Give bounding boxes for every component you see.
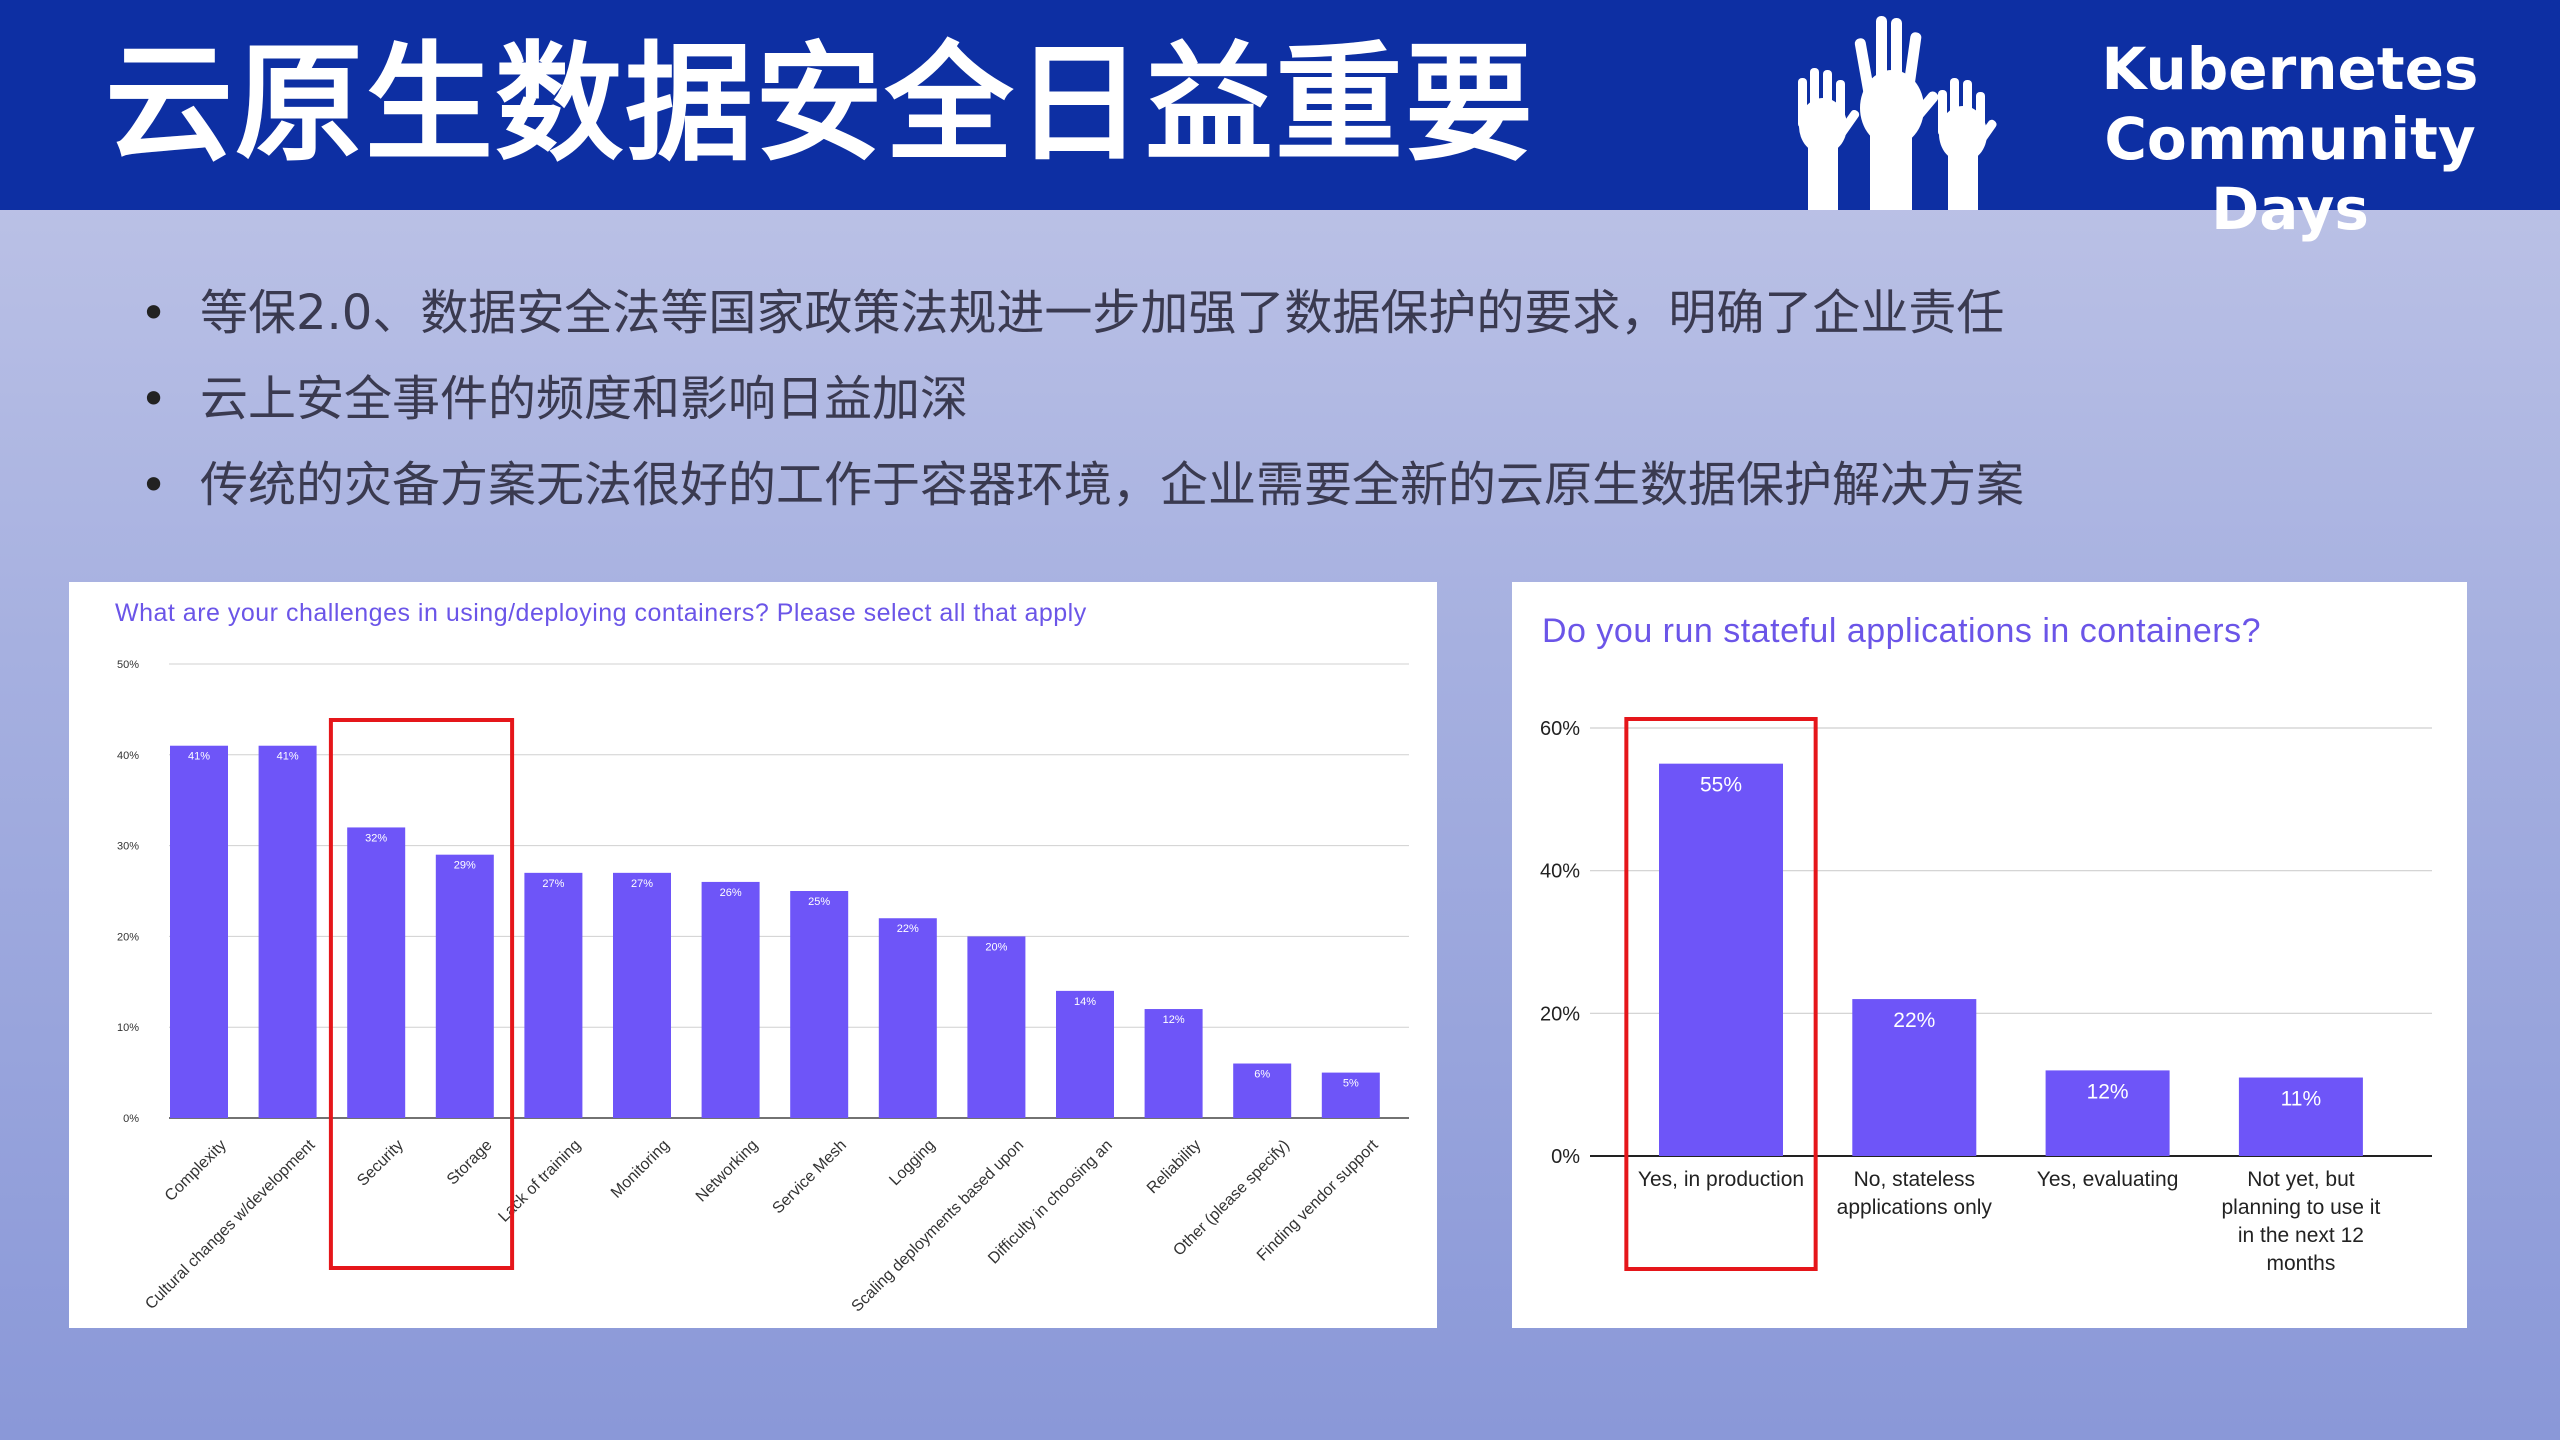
bullet-dot: • bbox=[140, 286, 168, 340]
bar-value-label: 26% bbox=[720, 887, 742, 899]
kcd-logo: Kubernetes Community Days bbox=[1770, 8, 2550, 243]
bar-value-label: 41% bbox=[188, 751, 210, 763]
x-tick-label-line: months bbox=[2266, 1252, 2335, 1275]
stateful-bar-chart: Do you run stateful applications in cont… bbox=[1540, 612, 2432, 1275]
header-bar: 云原生数据安全日益重要 bbox=[0, 0, 2560, 243]
x-tick-label: Yes, in production bbox=[1638, 1168, 1804, 1191]
x-tick-label: Logging bbox=[886, 1137, 938, 1189]
logo-line-1: Kubernetes bbox=[2101, 35, 2479, 103]
bar bbox=[1233, 1063, 1292, 1118]
bar bbox=[2045, 1070, 2170, 1156]
x-tick-label: Lack of training bbox=[495, 1137, 584, 1226]
x-tick-label-line: Yes, evaluating bbox=[2037, 1168, 2179, 1191]
bullet-text: 云上安全事件的频度和影响日益加深 bbox=[200, 371, 969, 427]
bullet-item: • 等保2.0、数据安全法等国家政策法规进一步加强了数据保护的要求，明确了企业责… bbox=[140, 275, 2440, 361]
x-tick-label-line: Not yet, but bbox=[2247, 1168, 2355, 1191]
x-tick-label-line: in the next 12 bbox=[2238, 1224, 2364, 1247]
bar-value-label: 22% bbox=[897, 923, 919, 935]
x-tick-label: Complexity bbox=[162, 1137, 230, 1205]
x-tick-label-line: planning to use it bbox=[2222, 1196, 2381, 1219]
x-tick-label: Scaling deployments based upon bbox=[849, 1137, 1028, 1316]
x-tick-label: Networking bbox=[693, 1137, 762, 1206]
bullet-text: 等保2.0、数据安全法等国家政策法规进一步加强了数据保护的要求，明确了企业责任 bbox=[200, 285, 2005, 341]
x-tick-label: No, stateless applications only bbox=[1837, 1168, 1993, 1219]
x-tick-label: Storage bbox=[444, 1137, 496, 1189]
bullet-dot: • bbox=[140, 372, 168, 426]
bar bbox=[1659, 763, 1783, 1156]
y-tick-label: 0% bbox=[123, 1113, 139, 1125]
bar-value-label: 29% bbox=[454, 860, 476, 872]
bar bbox=[1144, 1009, 1203, 1118]
stateful-chart-panel: Do you run stateful applications in cont… bbox=[1512, 582, 2467, 1328]
x-tick-label-line: No, stateless bbox=[1854, 1168, 1975, 1191]
bullet-text: 传统的灾备方案无法很好的工作于容器环境，企业需要全新的云原生数据保护解决方案 bbox=[200, 457, 2025, 513]
x-tick-label: Service Mesh bbox=[769, 1137, 850, 1218]
y-tick-label: 20% bbox=[117, 931, 139, 943]
slide-title: 云原生数据安全日益重要 bbox=[105, 30, 1536, 179]
logo-text: Kubernetes Community Days bbox=[2030, 34, 2550, 244]
x-tick-label-line: Yes, in production bbox=[1638, 1168, 1804, 1191]
bullet-item: • 云上安全事件的频度和影响日益加深 bbox=[140, 361, 2440, 447]
challenges-bar-chart: What are your challenges in using/deploy… bbox=[115, 599, 1409, 1316]
bar bbox=[524, 872, 583, 1118]
x-tick-label: Monitoring bbox=[608, 1137, 673, 1202]
bar-value-label: 12% bbox=[1163, 1014, 1185, 1026]
y-tick-label: 40% bbox=[1540, 861, 1580, 883]
bar-value-label: 27% bbox=[542, 878, 564, 890]
bullet-item: • 传统的灾备方案无法很好的工作于容器环境，企业需要全新的云原生数据保护解决方案 bbox=[140, 447, 2440, 533]
bar bbox=[878, 918, 937, 1118]
chart-title: Do you run stateful applications in cont… bbox=[1542, 612, 2261, 650]
bar-value-label: 14% bbox=[1074, 996, 1096, 1008]
bullet-list: • 等保2.0、数据安全法等国家政策法规进一步加强了数据保护的要求，明确了企业责… bbox=[140, 275, 2440, 533]
y-tick-label: 10% bbox=[117, 1022, 139, 1034]
bar bbox=[170, 745, 228, 1118]
bar-value-label: 22% bbox=[1893, 1009, 1935, 1032]
raised-hands-icon bbox=[1798, 16, 1997, 210]
y-tick-label: 30% bbox=[117, 841, 139, 853]
x-tick-label: Security bbox=[354, 1137, 407, 1190]
bullet-dot: • bbox=[140, 458, 168, 512]
bar-value-label: 6% bbox=[1254, 1069, 1270, 1081]
bar bbox=[1321, 1072, 1380, 1118]
bar bbox=[2238, 1077, 2363, 1156]
bar bbox=[967, 936, 1026, 1118]
bar-value-label: 25% bbox=[808, 896, 830, 908]
y-tick-label: 40% bbox=[117, 750, 139, 762]
y-tick-label: 60% bbox=[1540, 718, 1580, 740]
bar-value-label: 11% bbox=[2281, 1088, 2321, 1111]
bar-value-label: 27% bbox=[631, 878, 653, 890]
bar bbox=[790, 891, 849, 1118]
y-tick-label: 50% bbox=[117, 659, 139, 671]
bar-value-label: 55% bbox=[1700, 774, 1742, 797]
bar-value-label: 12% bbox=[2087, 1080, 2129, 1103]
bar-value-label: 41% bbox=[277, 751, 299, 763]
bar bbox=[1056, 990, 1114, 1118]
x-tick-label: Reliability bbox=[1144, 1137, 1204, 1197]
bar bbox=[435, 854, 494, 1118]
x-tick-label: Cultural changes w/development bbox=[142, 1136, 319, 1313]
bar bbox=[347, 827, 406, 1118]
highlight-box bbox=[1624, 717, 1818, 1271]
bar-value-label: 20% bbox=[985, 941, 1007, 953]
x-tick-label-line: applications only bbox=[1837, 1196, 1993, 1219]
x-tick-label: Yes, evaluating bbox=[2037, 1168, 2179, 1191]
bar bbox=[258, 745, 317, 1118]
bar bbox=[613, 872, 671, 1118]
challenges-chart-panel: What are your challenges in using/deploy… bbox=[69, 582, 1437, 1328]
chart-title: What are your challenges in using/deploy… bbox=[115, 599, 1087, 627]
logo-line-2: Community Days bbox=[2104, 105, 2476, 243]
bar bbox=[701, 881, 760, 1118]
y-tick-label: 20% bbox=[1540, 1003, 1580, 1025]
bar bbox=[1852, 999, 1977, 1156]
highlight-box bbox=[328, 718, 515, 1270]
y-tick-label: 0% bbox=[1551, 1146, 1580, 1168]
bar-value-label: 32% bbox=[365, 832, 387, 844]
bar-value-label: 5% bbox=[1343, 1078, 1359, 1090]
x-tick-label: Not yet, but planning to use it in the nex… bbox=[2222, 1168, 2381, 1275]
